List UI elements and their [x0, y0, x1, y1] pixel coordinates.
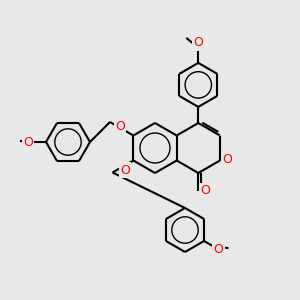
Text: O: O [115, 119, 125, 133]
Text: O: O [200, 184, 210, 197]
Text: O: O [120, 164, 130, 176]
Text: O: O [23, 136, 33, 148]
Text: O: O [194, 36, 203, 50]
Text: O: O [214, 242, 224, 256]
Text: O: O [222, 153, 232, 166]
